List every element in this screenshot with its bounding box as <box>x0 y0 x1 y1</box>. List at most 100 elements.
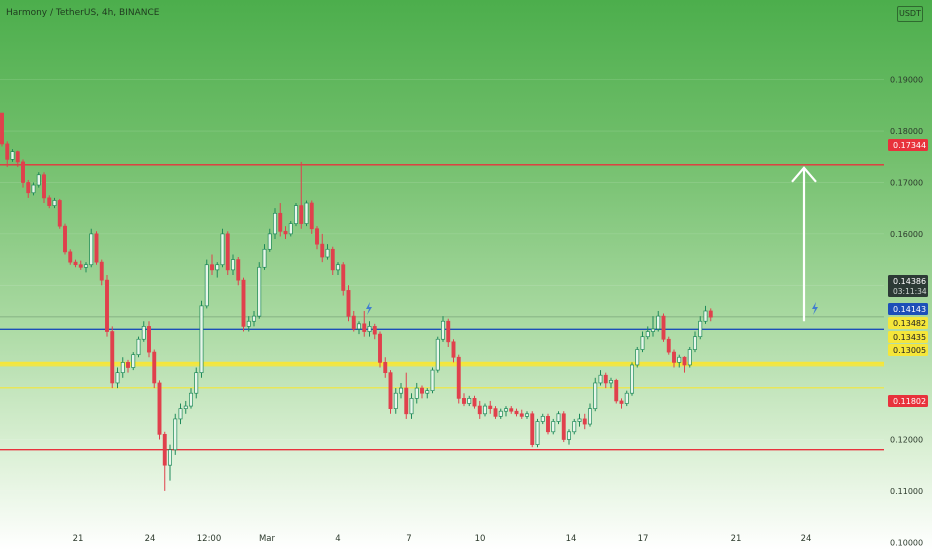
candle-body <box>441 320 445 340</box>
price-tag-0.17344: 0.17344 <box>893 141 926 150</box>
candle-body <box>5 143 10 160</box>
candle-body <box>315 228 319 245</box>
candle-body <box>661 315 666 340</box>
candle-body <box>157 382 162 435</box>
candle-body <box>656 315 661 330</box>
candle-body <box>52 200 57 206</box>
candle-body <box>561 413 566 440</box>
countdown-label: 03:11:34 <box>893 287 927 296</box>
candle-body <box>598 374 603 384</box>
candle-body <box>246 320 251 327</box>
candle-body <box>231 259 235 271</box>
candle-body <box>99 261 104 281</box>
candle-body <box>357 323 361 330</box>
candle-body <box>467 398 472 404</box>
candle-body <box>94 233 99 263</box>
candle-body <box>456 356 461 399</box>
candle-body <box>105 279 109 332</box>
candle-body <box>409 398 414 415</box>
candle-body <box>519 413 524 417</box>
candle-body <box>220 233 225 266</box>
candle-body <box>483 405 487 415</box>
currency-badge[interactable]: USDT <box>897 6 923 22</box>
candle-body <box>173 418 178 451</box>
price-tag-bg <box>888 275 928 297</box>
candle-body <box>420 387 424 394</box>
candle-body <box>89 233 94 266</box>
candle-body <box>619 400 624 404</box>
x-tick-label: 7 <box>406 534 411 544</box>
candle-body <box>225 233 230 271</box>
candle-body <box>57 200 62 227</box>
candle-body <box>593 382 598 409</box>
candle-body <box>530 413 535 445</box>
x-tick-label: 24 <box>801 534 812 544</box>
candle-body <box>252 315 256 322</box>
candle-body <box>414 387 419 399</box>
candle-body <box>336 264 340 271</box>
candle-body <box>614 380 619 402</box>
candle-body <box>666 338 671 353</box>
candle-body <box>546 416 550 433</box>
candle-body <box>183 405 188 409</box>
candle-body <box>241 279 246 327</box>
lightning-icon <box>812 301 818 315</box>
candle-body <box>131 354 136 368</box>
candle-body <box>273 212 277 235</box>
candle-body <box>126 362 130 368</box>
candle-body <box>278 212 283 232</box>
candle-body <box>399 387 403 394</box>
candle-body <box>388 372 393 409</box>
price-tag-0.14143: 0.14143 <box>893 305 926 314</box>
candle-body <box>672 351 676 363</box>
candle-body <box>567 431 571 440</box>
candle-body <box>178 408 183 420</box>
candle-body <box>10 151 15 160</box>
candle-body <box>267 233 272 250</box>
candle-body <box>651 328 655 332</box>
candle-body <box>498 410 503 417</box>
y-tick-label: 0.11000 <box>890 487 923 496</box>
candle-body <box>115 372 120 384</box>
candle-body <box>320 243 325 258</box>
candle-body <box>572 421 577 433</box>
candle-body <box>341 264 346 291</box>
candle-body <box>299 205 304 224</box>
x-tick-label: Mar <box>259 534 276 544</box>
candle-body <box>677 356 682 363</box>
candle-body <box>189 392 193 407</box>
candle-body <box>31 184 36 194</box>
y-tick-label: 0.18000 <box>890 127 923 136</box>
candle-body <box>215 264 220 271</box>
candle-body <box>472 398 477 407</box>
candle-body <box>603 374 608 384</box>
candle-body <box>708 310 713 318</box>
candle-body <box>283 230 288 235</box>
candle-body <box>462 398 466 404</box>
candle-body <box>294 205 298 224</box>
candle-body <box>435 338 440 371</box>
chart-title: Harmony / TetherUS, 4h, BINANCE <box>6 8 160 18</box>
candle-body <box>451 341 456 358</box>
candle-body <box>36 174 41 186</box>
candle-body <box>630 364 634 394</box>
arrow-up-icon <box>791 166 817 183</box>
candle-body <box>288 223 293 235</box>
x-tick-label: 21 <box>731 534 742 544</box>
candle-body <box>698 320 703 338</box>
candle-body <box>21 161 25 183</box>
price-tag-0.13435: 0.13435 <box>893 333 926 342</box>
candle-body <box>304 202 309 224</box>
candle-body <box>204 264 209 307</box>
x-tick-label: 21 <box>73 534 84 544</box>
candle-body <box>477 405 482 415</box>
x-tick-label: 14 <box>566 534 577 544</box>
candle-body <box>609 380 613 384</box>
candle-body <box>168 449 172 466</box>
candle-body <box>540 416 545 422</box>
candle-body <box>147 326 151 353</box>
x-tick-label: 10 <box>475 534 486 544</box>
candle-body <box>693 336 697 350</box>
